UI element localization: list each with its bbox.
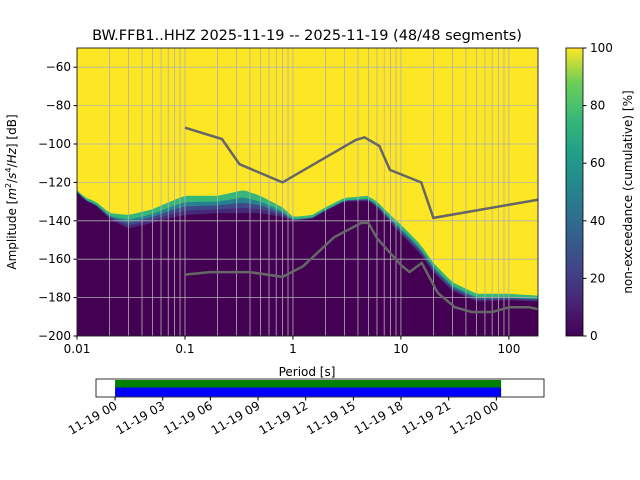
timeline-tick-label: 11-19 21 xyxy=(399,398,453,437)
timeline-tick-label: 11-19 03 xyxy=(113,398,167,437)
colorbar-tick-label: 80 xyxy=(590,99,605,113)
y-tick-label: −120 xyxy=(38,175,71,189)
y-tick-label: −60 xyxy=(46,60,71,74)
axes-frame xyxy=(76,47,539,337)
x-tick-label: 10 xyxy=(393,342,408,356)
colorbar-tick-label: 60 xyxy=(590,156,605,170)
x-tick-label: 100 xyxy=(497,342,520,356)
colorbar xyxy=(565,47,584,337)
colorbar-tick-label: 40 xyxy=(590,214,605,228)
timeline-tick-label: 11-19 00 xyxy=(66,398,120,437)
y-tick-label: −180 xyxy=(38,291,71,305)
timeline-tick-label: 11-19 18 xyxy=(352,398,406,437)
colorbar-label: non-exceedance (cumulative) [%] xyxy=(621,90,635,293)
coverage-bar-blue xyxy=(115,387,502,397)
y-axis-label: Amplitude [m2/s4/Hz] [dB] xyxy=(4,114,19,269)
timeline-tick-label: 11-19 15 xyxy=(304,398,358,437)
y-tick-label: −80 xyxy=(46,99,71,113)
y-tick-label: −100 xyxy=(38,137,71,151)
x-tick-label: 0.01 xyxy=(64,342,91,356)
colorbar-tick-label: 100 xyxy=(590,41,613,55)
nhnm-line xyxy=(184,126,538,220)
coverage-bar-green xyxy=(115,380,502,388)
x-axis-label: Period [s] xyxy=(279,365,336,379)
density-layer xyxy=(77,192,538,336)
nlnm-line xyxy=(184,221,538,314)
y-tick-label: −160 xyxy=(38,252,71,266)
timeline-tick-label: 11-20 00 xyxy=(447,398,501,437)
colorbar-tick-label: 0 xyxy=(590,329,598,343)
x-tick-label: 1 xyxy=(289,342,297,356)
chart-title: BW.FFB1..HHZ 2025-11-19 -- 2025-11-19 (4… xyxy=(92,28,522,44)
timeline-tick-label: 11-19 09 xyxy=(209,398,263,437)
timeline-tick-label: 11-19 12 xyxy=(256,398,310,437)
x-tick-label: 0.1 xyxy=(175,342,194,356)
colorbar-tick-label: 20 xyxy=(590,271,605,285)
plot-area xyxy=(77,48,538,336)
y-tick-label: −200 xyxy=(38,329,71,343)
timeline-tick-label: 11-19 06 xyxy=(161,398,215,437)
y-tick-label: −140 xyxy=(38,214,71,228)
